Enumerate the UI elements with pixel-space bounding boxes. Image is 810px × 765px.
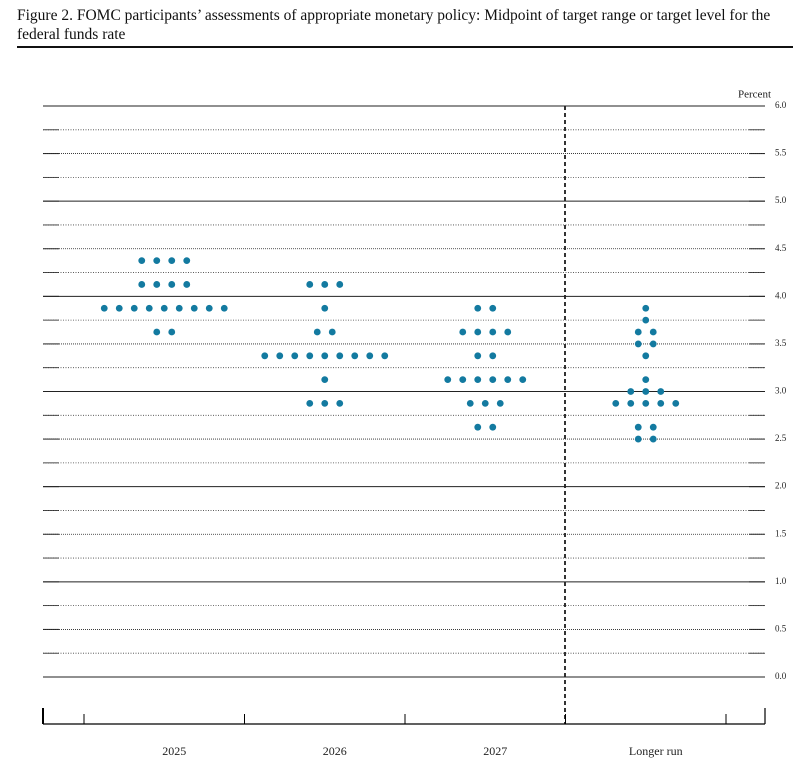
dot [459, 328, 467, 336]
dot [168, 257, 176, 265]
dot [444, 376, 452, 384]
dot [642, 399, 650, 407]
dot [276, 352, 284, 360]
x-tick-label: 2027 [483, 744, 507, 758]
dot [519, 376, 527, 384]
dot [130, 304, 138, 312]
y-tick-label: 3.0 [775, 386, 787, 396]
y-tick-label: 2.0 [775, 481, 787, 491]
dot [489, 376, 497, 384]
dot [321, 399, 329, 407]
dot [153, 257, 161, 265]
dot [634, 435, 642, 443]
dot [183, 281, 191, 288]
dot [489, 304, 497, 312]
y-tick-label: 5.5 [775, 148, 787, 158]
dot [145, 304, 153, 312]
dot [115, 304, 123, 312]
dot [175, 304, 183, 312]
dot [321, 352, 329, 360]
dot [642, 388, 650, 395]
dot [642, 352, 650, 360]
dot [168, 281, 176, 288]
dot [489, 352, 497, 360]
dot [138, 281, 146, 288]
dot [657, 399, 665, 407]
dot [306, 281, 314, 288]
dot [100, 304, 108, 312]
title-rule [17, 46, 793, 48]
y-tick-label: 6.0 [775, 100, 787, 110]
dot [466, 399, 474, 407]
y-tick-label: 2.5 [775, 433, 787, 443]
dot [672, 399, 680, 407]
dot [321, 281, 329, 288]
dot [474, 352, 482, 360]
dot [183, 257, 191, 265]
dot [336, 399, 344, 407]
y-tick-label: 4.5 [775, 243, 787, 253]
dot [634, 423, 642, 431]
dot [474, 376, 482, 384]
dot [634, 328, 642, 336]
y-tick-label: 3.5 [775, 338, 787, 348]
dot [649, 328, 657, 336]
dot [328, 328, 336, 336]
dot [321, 376, 329, 384]
dot [381, 352, 389, 360]
dot [336, 352, 344, 360]
dot [627, 399, 635, 407]
y-tick-label: 1.5 [775, 528, 787, 538]
y-axis-label: Percent [738, 89, 771, 101]
dot [642, 376, 650, 384]
dot [474, 304, 482, 312]
x-tick-label: 2026 [323, 744, 347, 758]
dot [649, 423, 657, 431]
x-tick-label: Longer run [629, 744, 683, 758]
dot [138, 257, 146, 265]
dot [642, 304, 650, 312]
dot [153, 281, 161, 288]
y-tick-label: 4.0 [775, 290, 787, 300]
dot [160, 304, 168, 312]
dot [366, 352, 374, 360]
dot [481, 399, 489, 407]
dot [489, 328, 497, 336]
dot [459, 376, 467, 384]
dot [649, 340, 657, 348]
dot [612, 399, 620, 407]
dot [627, 388, 635, 395]
dot [306, 352, 314, 360]
y-tick-label: 5.0 [775, 195, 787, 205]
dot [336, 281, 344, 288]
dot [496, 399, 504, 407]
dot [153, 328, 161, 336]
dot [504, 376, 512, 384]
dot [649, 435, 657, 443]
dot [205, 304, 213, 312]
dot [261, 352, 269, 360]
dot [474, 423, 482, 431]
chart-title: Figure 2. FOMC participants’ assessments… [17, 7, 771, 43]
x-tick-label: 2025 [162, 744, 186, 758]
dot [220, 304, 228, 312]
dot [489, 423, 497, 431]
dot [190, 304, 198, 312]
y-tick-label: 1.0 [775, 576, 787, 586]
dot [291, 352, 299, 360]
dot [306, 399, 314, 407]
dot [642, 316, 650, 324]
dot [634, 340, 642, 348]
dot [321, 304, 329, 312]
y-tick-label: 0.0 [775, 671, 787, 681]
dot [313, 328, 321, 336]
dot [657, 388, 665, 395]
dot [168, 328, 176, 336]
dot [351, 352, 359, 360]
dot [474, 328, 482, 336]
dot [504, 328, 512, 336]
y-tick-label: 0.5 [775, 623, 787, 633]
